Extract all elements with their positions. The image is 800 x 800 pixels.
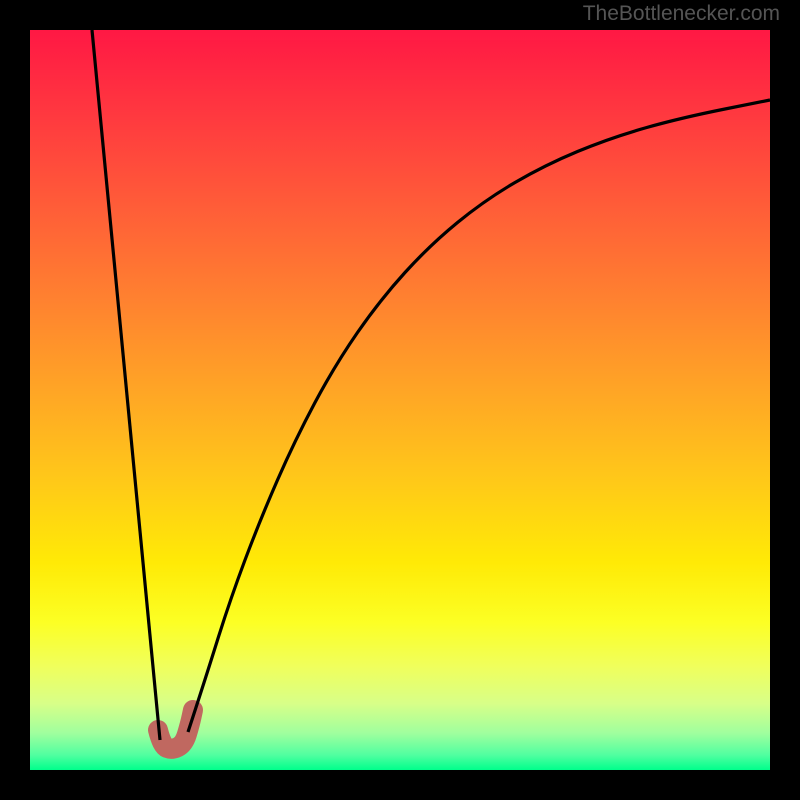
chart-plot-area	[30, 30, 770, 770]
chart-curve-layer	[30, 30, 770, 770]
curve-ascending-line	[188, 100, 770, 732]
watermark-text: TheBottlenecker.com	[583, 2, 780, 26]
curve-descending-line	[92, 30, 160, 740]
